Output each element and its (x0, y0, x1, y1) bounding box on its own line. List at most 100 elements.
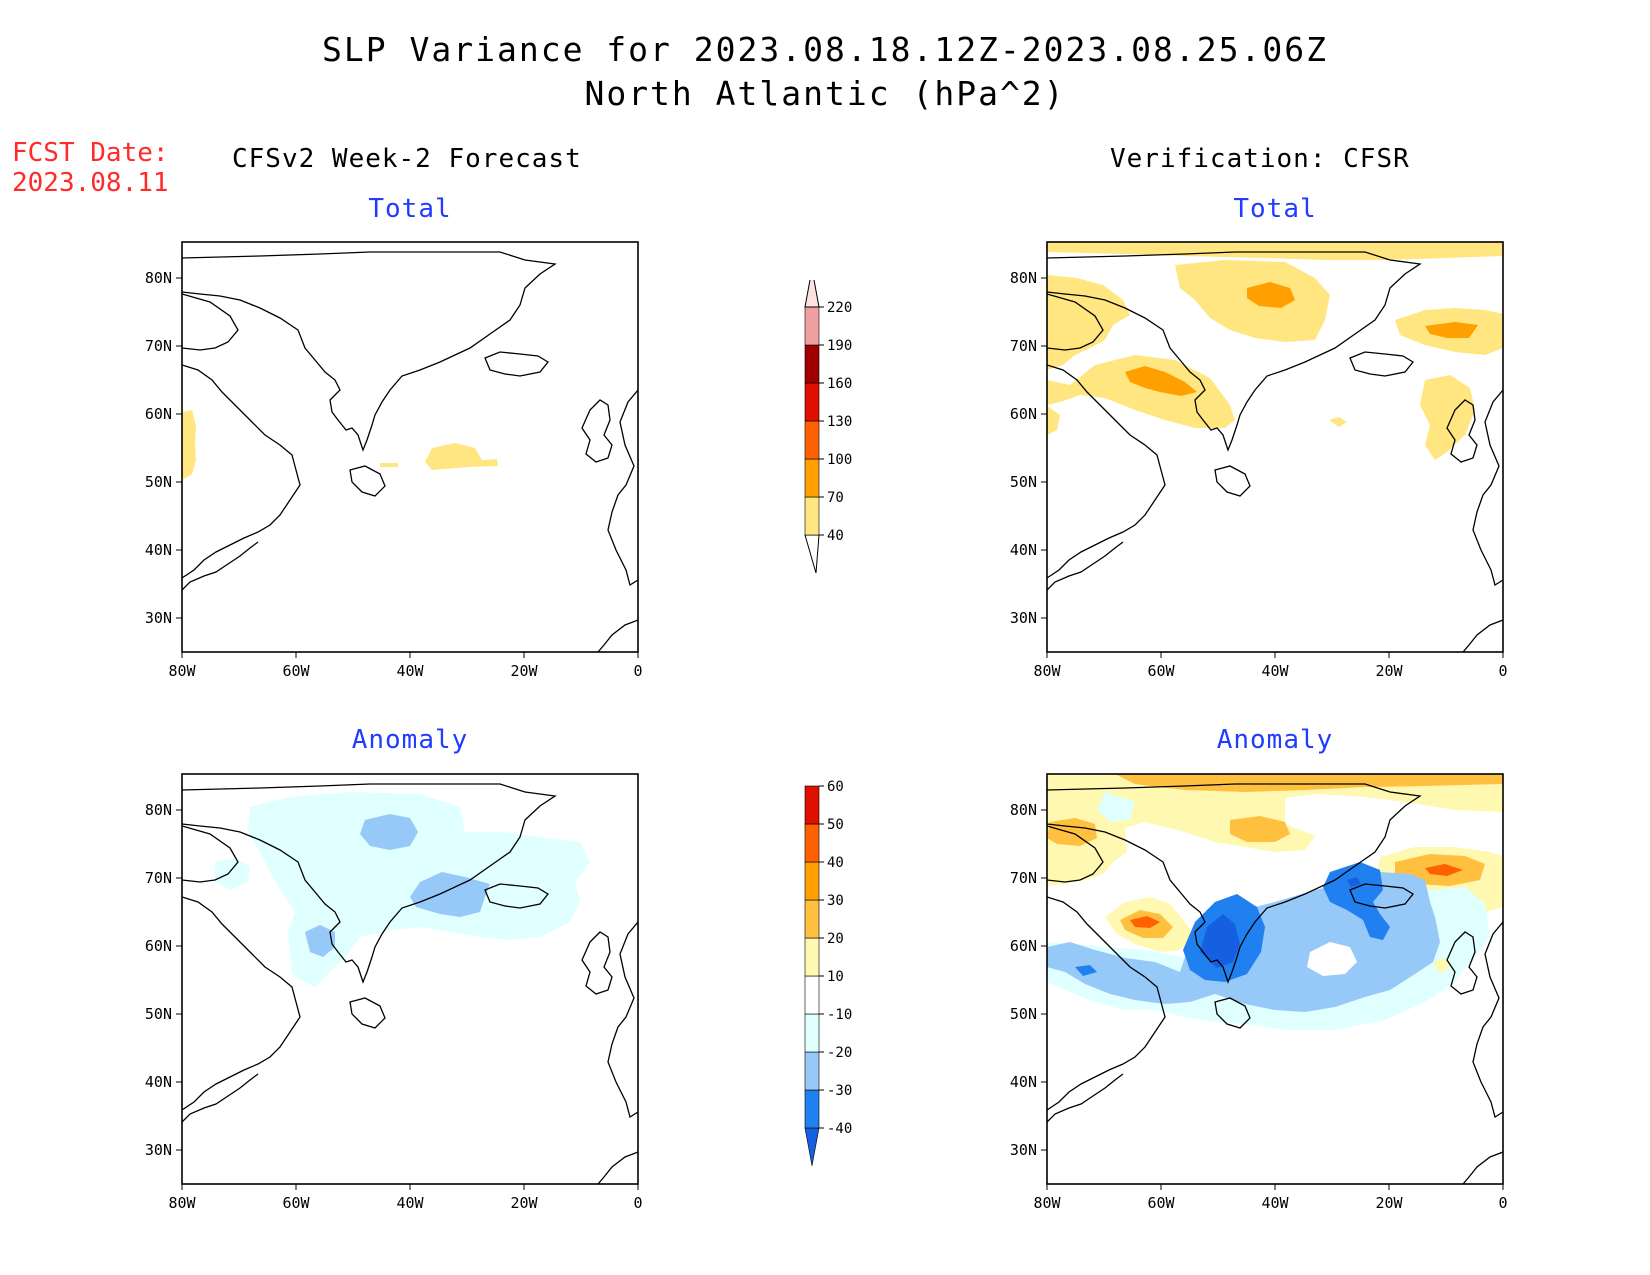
panel-label-verification-total: Total (1233, 194, 1317, 224)
map-verification-total: 80N 70N 60N 50N 40N 30N 80W 60W 40W 20W … (1010, 241, 1508, 680)
colorbar-label: 160 (827, 376, 852, 392)
lat-tick-label: 30N (1010, 1141, 1037, 1159)
shade-light-blue (305, 925, 335, 957)
colorbar-label: -30 (827, 1083, 852, 1099)
colorbar-segment (804, 1051, 820, 1091)
shade-light-yellow (1433, 958, 1450, 974)
lon-tick-label: 20W (1375, 1194, 1403, 1212)
panel-label-verification-anomaly: Anomaly (1216, 725, 1334, 755)
colorbar-label: 40 (827, 855, 844, 871)
coastline-british-isles (581, 399, 613, 463)
shade-mid-blue (1075, 965, 1097, 976)
coastline-baffin (182, 364, 301, 579)
shade-yellow (425, 443, 498, 470)
colorbar-label: 40 (827, 528, 844, 544)
coastline-baffin (1047, 896, 1166, 1111)
shade-yellow (1047, 355, 1235, 428)
lat-tick-label: 60N (1010, 405, 1037, 423)
coastline-europe (1472, 921, 1503, 1119)
lat-tick-label: 40N (1010, 1073, 1037, 1091)
lat-tick-label: 50N (145, 1005, 172, 1023)
colorbar-segment (804, 1127, 820, 1167)
coastline-labrador (1047, 1073, 1124, 1123)
coastline-iceland (1349, 351, 1414, 377)
coastline-africa (597, 1151, 638, 1184)
coastline-ellesmere (182, 825, 239, 883)
lon-axis: 80W 60W 40W 20W 0 (168, 652, 643, 680)
coastline-newfoundland (349, 997, 386, 1029)
lon-tick-label: 80W (168, 662, 196, 680)
lat-tick-label: 50N (145, 473, 172, 491)
colorbar-segment (804, 1013, 820, 1053)
lon-tick-label: 40W (1261, 1194, 1289, 1212)
lon-tick-label: 40W (396, 1194, 424, 1212)
lon-axis: 80W 60W 40W 20W 0 (1033, 1184, 1508, 1212)
shade-orange (1425, 322, 1478, 338)
colorbar-segment (804, 344, 820, 384)
lat-tick-label: 80N (145, 269, 172, 287)
coastline-ellesmere (182, 293, 239, 351)
coastline-british-isles (581, 931, 613, 995)
lat-axis: 80N 70N 60N 50N 40N 30N (1010, 801, 1047, 1159)
left-column-title: CFSv2 Week-2 Forecast (232, 144, 582, 174)
shade-yellow (1420, 375, 1475, 460)
colorbar-label: 220 (827, 300, 852, 316)
coastline-africa (1462, 1151, 1503, 1184)
shade-red-orange (1425, 864, 1463, 876)
lat-tick-label: 80N (1010, 801, 1037, 819)
colorbar-label: 50 (827, 817, 844, 833)
lon-tick-label: 60W (1147, 662, 1175, 680)
map-forecast-anomaly: 80N 70N 60N 50N 40N 30N 80W 60W 40W 20W … (145, 773, 643, 1212)
coastline-europe (607, 921, 638, 1119)
colorbar-label: 10 (827, 969, 844, 985)
lon-tick-label: 40W (396, 662, 424, 680)
coastline-newfoundland (1214, 997, 1251, 1029)
coastline-greenland (182, 251, 557, 452)
shade-yellow (1329, 417, 1347, 427)
shade-dark-blue (1200, 914, 1240, 968)
shade-pale-cyan (1097, 792, 1135, 822)
coastline-newfoundland (349, 465, 386, 497)
panel-label-forecast-anomaly: Anomaly (351, 725, 469, 755)
lon-tick-label: 20W (510, 662, 538, 680)
lon-tick-label: 20W (1375, 662, 1403, 680)
coastline-greenland (1047, 251, 1422, 452)
coastline-europe (607, 389, 638, 587)
lat-tick-label: 30N (1010, 609, 1037, 627)
colorbar-label: -10 (827, 1007, 852, 1023)
colorbar-segment (804, 937, 820, 977)
shade-pale-cyan (215, 858, 250, 890)
fcst-date-label: FCST Date: (12, 138, 169, 168)
lon-tick-label: 60W (1147, 1194, 1175, 1212)
lon-tick-label: 0 (1498, 1194, 1507, 1212)
shade-light-blue (410, 872, 490, 917)
right-column-title: Verification: CFSR (1110, 144, 1410, 174)
colorbar-label: 100 (827, 452, 852, 468)
colorbar-segment (804, 975, 820, 1015)
shade-yellow (380, 463, 398, 467)
coastline-british-isles (1446, 931, 1478, 995)
page-subtitle: North Atlantic (hPa^2) (584, 74, 1066, 113)
coastline-africa (1462, 619, 1503, 652)
coastline-africa (597, 619, 638, 652)
shade-orange (1125, 366, 1197, 396)
lat-tick-label: 80N (145, 801, 172, 819)
lon-tick-label: 60W (282, 662, 310, 680)
colorbar-label: -40 (827, 1121, 852, 1137)
colorbar-label: -20 (827, 1045, 852, 1061)
coastline-baffin (1047, 364, 1166, 579)
coastline-ellesmere (1047, 293, 1104, 351)
lat-tick-label: 60N (1010, 937, 1037, 955)
colorbar-segment (804, 306, 820, 346)
colorbar-segment (804, 382, 820, 422)
lat-axis: 80N 70N 60N 50N 40N 30N (145, 801, 182, 1159)
lat-tick-label: 70N (1010, 337, 1037, 355)
map-forecast-total: 80N 70N 60N 50N 40N 30N 80W 60W 40W 20W … (145, 241, 643, 680)
lat-axis: 80N 70N 60N 50N 40N 30N (1010, 269, 1047, 627)
colorbar-total: 40 70 100 130 160 190 220 (804, 280, 852, 574)
lon-tick-label: 60W (282, 1194, 310, 1212)
lon-tick-label: 0 (633, 1194, 642, 1212)
shade-light-orange (1230, 816, 1290, 842)
coastline-greenland (182, 783, 557, 984)
lat-tick-label: 30N (145, 609, 172, 627)
